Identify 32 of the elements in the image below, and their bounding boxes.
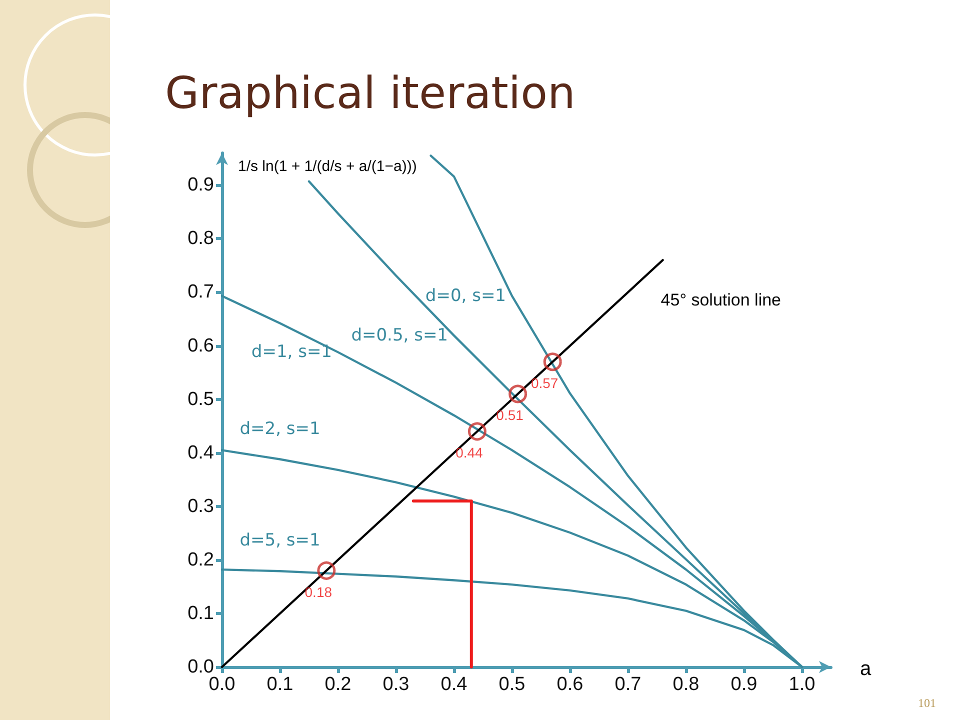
y-tick-label: 0.9 xyxy=(188,174,214,196)
y-axis-title: 1/s ln(1 + 1/(d/s + a/(1−a))) xyxy=(238,158,417,175)
x-tick-label: 0.2 xyxy=(324,674,352,695)
y-tick-label: 0.4 xyxy=(188,442,214,464)
x-tick-label: 0.5 xyxy=(498,674,526,695)
series-label: d=2, s=1 xyxy=(240,418,320,439)
data-label: 0.18 xyxy=(304,584,332,600)
x-tick-label: 0.3 xyxy=(382,674,410,695)
chart-title: Graphical iteration xyxy=(165,68,576,119)
y-tick-label: 0.2 xyxy=(188,549,214,570)
text: 101 xyxy=(918,696,936,711)
series-label: d=0, s=1 xyxy=(425,286,506,306)
series-label: 45° solution line xyxy=(660,290,782,310)
x-tick-label: 0.7 xyxy=(614,674,642,695)
y-tick-label: 0.7 xyxy=(188,282,214,303)
data-label: 0.51 xyxy=(496,407,524,424)
data-label: 0.44 xyxy=(456,444,484,461)
y-tick-label: 0.6 xyxy=(188,335,214,356)
y-tick-label: 0.8 xyxy=(188,228,214,250)
x-tick-label: 0.9 xyxy=(730,674,758,695)
x-tick-label: 1.0 xyxy=(788,674,816,695)
x-tick-label: 0.1 xyxy=(266,674,294,695)
data-label: 0.57 xyxy=(530,375,558,392)
x-axis-title: a xyxy=(860,658,872,681)
series-label: d=5, s=1 xyxy=(240,530,320,551)
x-tick-label: 0.8 xyxy=(672,674,700,695)
y-tick-label: 0.1 xyxy=(188,602,214,624)
x-tick-label: 0.4 xyxy=(440,674,468,695)
y-tick-label: 0.3 xyxy=(188,496,214,517)
series-label: d=0.5, s=1 xyxy=(351,326,448,346)
x-tick-label: 0.6 xyxy=(556,674,584,695)
y-tick-label: 0.5 xyxy=(188,388,214,410)
